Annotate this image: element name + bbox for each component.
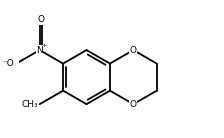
Text: N: N bbox=[36, 46, 43, 55]
Text: CH₃: CH₃ bbox=[22, 100, 38, 109]
Text: O: O bbox=[130, 46, 137, 55]
Text: O: O bbox=[38, 15, 45, 24]
Text: +: + bbox=[42, 43, 47, 48]
Text: O: O bbox=[130, 100, 137, 109]
Text: ⁻O: ⁻O bbox=[2, 59, 14, 68]
